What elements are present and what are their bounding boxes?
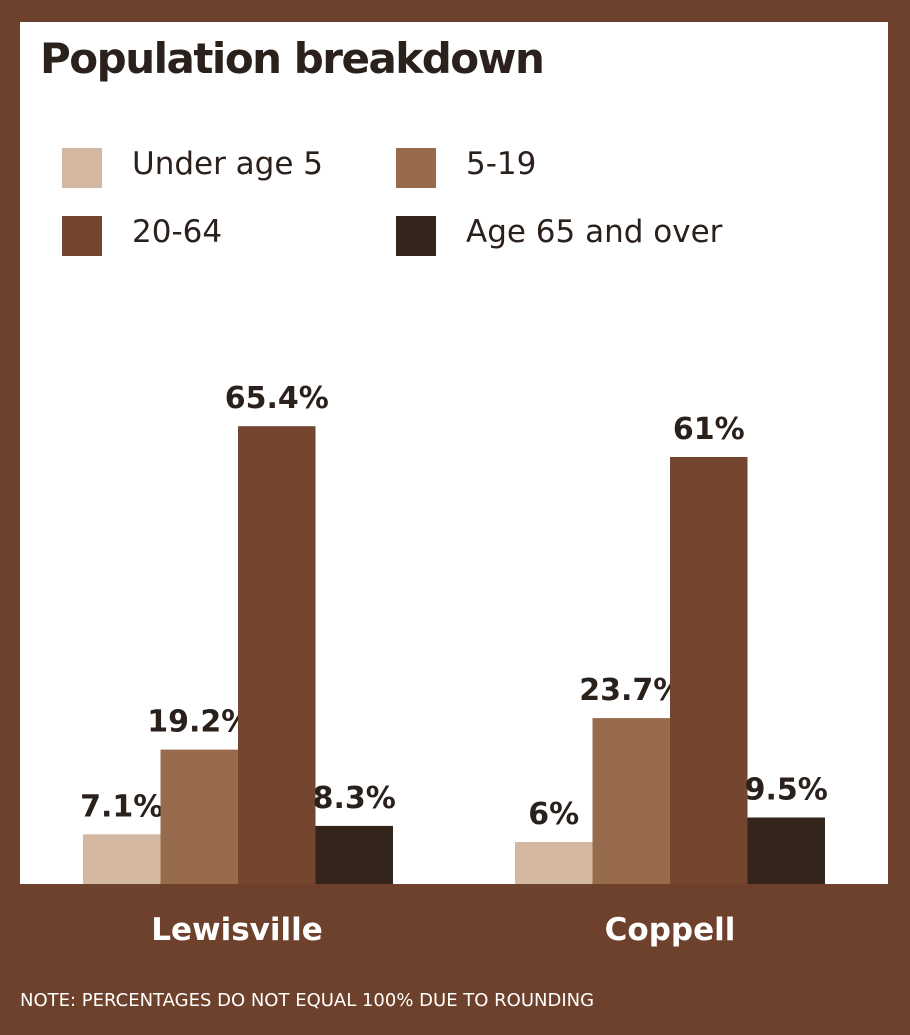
legend-label-under-5: Under age 5 bbox=[132, 146, 324, 182]
legend-swatch-5-19 bbox=[396, 148, 436, 188]
bar-lewisville-5-19 bbox=[160, 749, 238, 884]
data-label-coppell-20-64: 61% bbox=[673, 412, 745, 447]
bar-coppell-5-19 bbox=[592, 718, 670, 884]
bar-lewisville-20-64 bbox=[238, 426, 316, 884]
data-label-coppell-age-65-and-over: 9.5% bbox=[745, 773, 828, 808]
data-label-coppell-under-age-5: 6% bbox=[528, 797, 579, 832]
legend-swatch-65-over bbox=[396, 216, 436, 256]
bar-coppell-20-64 bbox=[670, 457, 748, 884]
data-label-lewisville-20-64: 65.4% bbox=[225, 381, 329, 416]
category-label-lewisville: Lewisville bbox=[151, 912, 323, 948]
data-label-lewisville-under-age-5: 7.1% bbox=[80, 789, 163, 824]
footnote: NOTE: PERCENTAGES DO NOT EQUAL 100% DUE … bbox=[20, 990, 595, 1011]
legend-label-65-over: Age 65 and over bbox=[466, 214, 723, 250]
bar-lewisville-under-age-5 bbox=[83, 834, 161, 884]
data-label-coppell-5-19: 23.7% bbox=[579, 673, 683, 708]
legend-label-5-19: 5-19 bbox=[466, 146, 537, 182]
data-label-lewisville-age-65-and-over: 8.3% bbox=[313, 781, 396, 816]
bar-coppell-under-age-5 bbox=[515, 842, 593, 884]
chart-title: Population breakdown bbox=[40, 34, 545, 83]
data-label-lewisville-5-19: 19.2% bbox=[147, 705, 251, 740]
bar-lewisville-age-65-and-over bbox=[315, 825, 393, 884]
legend-swatch-under-5 bbox=[62, 148, 102, 188]
category-label-coppell: Coppell bbox=[605, 912, 736, 948]
bar-coppell-age-65-and-over bbox=[747, 817, 825, 884]
legend-label-20-64: 20-64 bbox=[132, 214, 223, 250]
legend-swatch-20-64 bbox=[62, 216, 102, 256]
